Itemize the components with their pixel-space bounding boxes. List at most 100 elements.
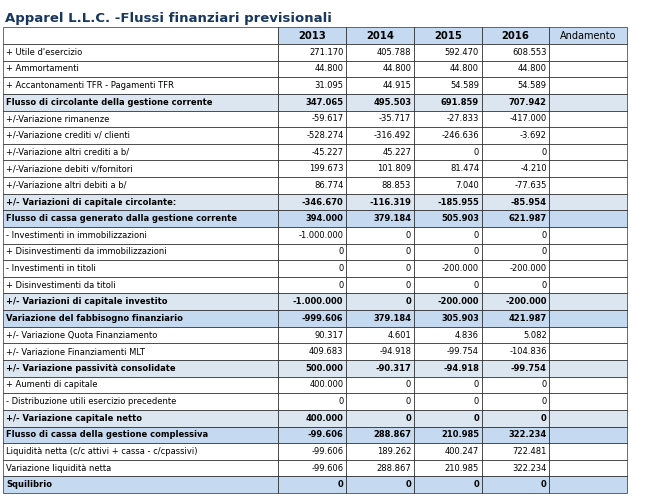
- Text: 0: 0: [405, 297, 411, 306]
- Text: 88.853: 88.853: [382, 181, 411, 190]
- Text: +/- Variazioni di capitale investito: +/- Variazioni di capitale investito: [6, 297, 167, 306]
- Point: [594, 181, 604, 189]
- Text: 0: 0: [338, 281, 343, 290]
- Text: 379.184: 379.184: [373, 214, 411, 223]
- Text: -200.000: -200.000: [442, 264, 479, 273]
- Text: 0: 0: [406, 264, 411, 273]
- Text: 0: 0: [542, 380, 547, 389]
- Text: 0: 0: [542, 281, 547, 290]
- Point: [594, 44, 604, 52]
- Text: 0: 0: [542, 248, 547, 256]
- Point: [552, 453, 563, 461]
- Text: +/- Variazione Finanziamenti MLT: +/- Variazione Finanziamenti MLT: [6, 347, 145, 356]
- Point: [594, 215, 604, 223]
- Point: [594, 110, 604, 118]
- Text: Andamento: Andamento: [560, 31, 617, 41]
- Text: 621.987: 621.987: [509, 214, 547, 223]
- Text: 707.942: 707.942: [509, 98, 547, 107]
- Text: +/- Variazione Quota Finanziamento: +/- Variazione Quota Finanziamento: [6, 331, 157, 340]
- Text: 400.000: 400.000: [305, 414, 343, 423]
- Point: [572, 132, 583, 140]
- Point: [614, 270, 624, 278]
- Point: [594, 94, 604, 102]
- Point: [572, 99, 583, 107]
- Text: 5.082: 5.082: [523, 331, 547, 340]
- Text: 0: 0: [406, 281, 411, 290]
- Text: 101.809: 101.809: [377, 164, 411, 173]
- Text: 31.095: 31.095: [315, 81, 343, 90]
- Point: [572, 481, 583, 489]
- Point: [572, 353, 583, 361]
- Text: 722.481: 722.481: [513, 447, 547, 456]
- Text: + Utile d'esercizio: + Utile d'esercizio: [6, 48, 82, 57]
- Point: [614, 281, 624, 289]
- Point: [614, 187, 624, 195]
- Point: [572, 220, 583, 228]
- Text: - Distribuzione utili esercizio precedente: - Distribuzione utili esercizio preceden…: [6, 397, 176, 406]
- Point: [614, 353, 624, 361]
- Point: [552, 259, 563, 267]
- Point: [614, 193, 624, 201]
- Text: + Accantonamenti TFR - Pagamenti TFR: + Accantonamenti TFR - Pagamenti TFR: [6, 81, 174, 90]
- Text: 0: 0: [474, 147, 479, 156]
- Text: -200.000: -200.000: [505, 297, 547, 306]
- Point: [552, 248, 563, 256]
- Text: -99.754: -99.754: [447, 347, 479, 356]
- Point: [614, 426, 624, 434]
- Text: Flusso di cassa della gestione complessiva: Flusso di cassa della gestione complessi…: [6, 430, 208, 439]
- Text: 0: 0: [474, 380, 479, 389]
- Point: [594, 419, 604, 427]
- Text: 405.788: 405.788: [377, 48, 411, 57]
- Point: [614, 370, 624, 377]
- Point: [614, 397, 624, 405]
- Text: -200.000: -200.000: [510, 264, 547, 273]
- Point: [572, 259, 583, 267]
- Point: [594, 166, 604, 174]
- Text: 500.000: 500.000: [305, 364, 343, 373]
- Text: 44.800: 44.800: [450, 64, 479, 74]
- Point: [572, 281, 583, 289]
- Point: [594, 281, 604, 289]
- Point: [572, 49, 583, 57]
- Point: [614, 419, 624, 427]
- Point: [572, 65, 583, 73]
- Point: [614, 248, 624, 256]
- Text: -35.717: -35.717: [379, 115, 411, 124]
- Point: [552, 303, 563, 311]
- Point: [614, 65, 624, 73]
- Text: 7.040: 7.040: [455, 181, 479, 190]
- Point: [552, 375, 563, 383]
- Point: [572, 110, 583, 118]
- Point: [572, 419, 583, 427]
- Point: [594, 386, 604, 394]
- Text: 0: 0: [406, 248, 411, 256]
- Text: -99.606: -99.606: [311, 464, 343, 473]
- Text: +/-Variazione altri crediti a b/: +/-Variazione altri crediti a b/: [6, 147, 129, 156]
- Text: -1.000.000: -1.000.000: [293, 297, 343, 306]
- Text: -94.918: -94.918: [379, 347, 411, 356]
- Text: 45.227: 45.227: [382, 147, 411, 156]
- Text: 409.683: 409.683: [309, 347, 343, 356]
- Text: 271.170: 271.170: [309, 48, 343, 57]
- Text: 44.800: 44.800: [382, 64, 411, 74]
- Point: [614, 295, 624, 303]
- Point: [572, 397, 583, 405]
- Point: [614, 43, 624, 51]
- Text: 2014: 2014: [366, 31, 394, 41]
- Text: 210.985: 210.985: [445, 464, 479, 473]
- Text: 81.474: 81.474: [450, 164, 479, 173]
- Point: [594, 270, 604, 278]
- Point: [594, 295, 604, 303]
- Point: [614, 226, 624, 234]
- Text: 592.470: 592.470: [445, 48, 479, 57]
- Text: 0: 0: [338, 397, 343, 406]
- Text: 495.503: 495.503: [373, 98, 411, 107]
- Text: +/- Variazione passività consolidate: +/- Variazione passività consolidate: [6, 364, 176, 373]
- Text: 0: 0: [406, 380, 411, 389]
- Text: 210.985: 210.985: [441, 430, 479, 439]
- Text: + Aumenti di capitale: + Aumenti di capitale: [6, 380, 97, 389]
- Point: [552, 159, 563, 167]
- Point: [594, 353, 604, 361]
- Point: [552, 281, 563, 289]
- Point: [594, 462, 604, 470]
